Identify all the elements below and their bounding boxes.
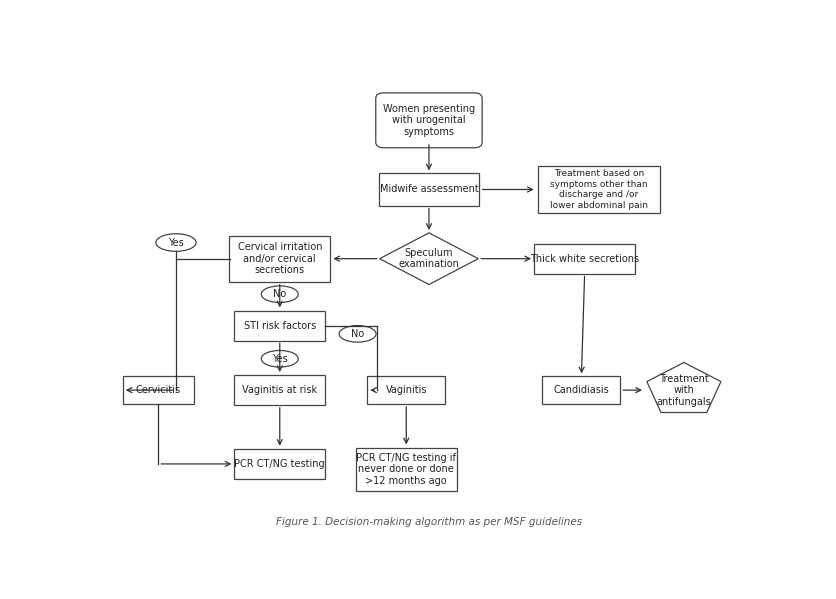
Bar — [542, 376, 619, 404]
Bar — [355, 447, 456, 491]
Text: Treatment based on
symptoms other than
discharge and /or
lower abdominal pain: Treatment based on symptoms other than d… — [549, 170, 647, 210]
Ellipse shape — [261, 286, 298, 302]
Bar — [533, 244, 635, 274]
Text: Candidiasis: Candidiasis — [553, 385, 609, 395]
Text: STI risk factors: STI risk factors — [243, 320, 315, 331]
Text: PCR CT/NG testing: PCR CT/NG testing — [234, 459, 324, 469]
Text: Cervicitis: Cervicitis — [135, 385, 181, 395]
Bar — [234, 310, 324, 341]
Polygon shape — [380, 233, 477, 285]
Text: PCR CT/NG testing if
never done or done
>12 months ago: PCR CT/NG testing if never done or done … — [356, 453, 456, 486]
Text: No: No — [273, 289, 286, 299]
Bar — [234, 375, 324, 405]
Text: No: No — [350, 329, 364, 339]
Text: Vaginitis at risk: Vaginitis at risk — [242, 385, 317, 395]
Ellipse shape — [155, 234, 196, 252]
Bar — [123, 376, 194, 404]
Bar — [367, 376, 445, 404]
Text: Thick white secretions: Thick white secretions — [529, 254, 639, 264]
Text: Midwife assessment: Midwife assessment — [380, 184, 477, 195]
Text: Treatment
with
antifungals: Treatment with antifungals — [655, 374, 711, 407]
Text: Figure 1. Decision-making algorithm as per MSF guidelines: Figure 1. Decision-making algorithm as p… — [276, 516, 581, 527]
Text: Yes: Yes — [168, 238, 184, 247]
Text: Cervical irritation
and/or cervical
secretions: Cervical irritation and/or cervical secr… — [237, 242, 322, 276]
Text: Yes: Yes — [272, 354, 288, 364]
Polygon shape — [646, 362, 720, 413]
Bar — [234, 449, 324, 479]
Text: Vaginitis: Vaginitis — [385, 385, 426, 395]
Bar — [538, 167, 659, 213]
Ellipse shape — [261, 350, 298, 367]
Bar — [378, 173, 479, 205]
Text: Women presenting
with urogenital
symptoms: Women presenting with urogenital symptom… — [382, 104, 475, 137]
Text: Speculum
examination: Speculum examination — [398, 248, 459, 270]
FancyBboxPatch shape — [375, 93, 482, 148]
Bar — [229, 235, 329, 282]
Ellipse shape — [339, 326, 375, 342]
